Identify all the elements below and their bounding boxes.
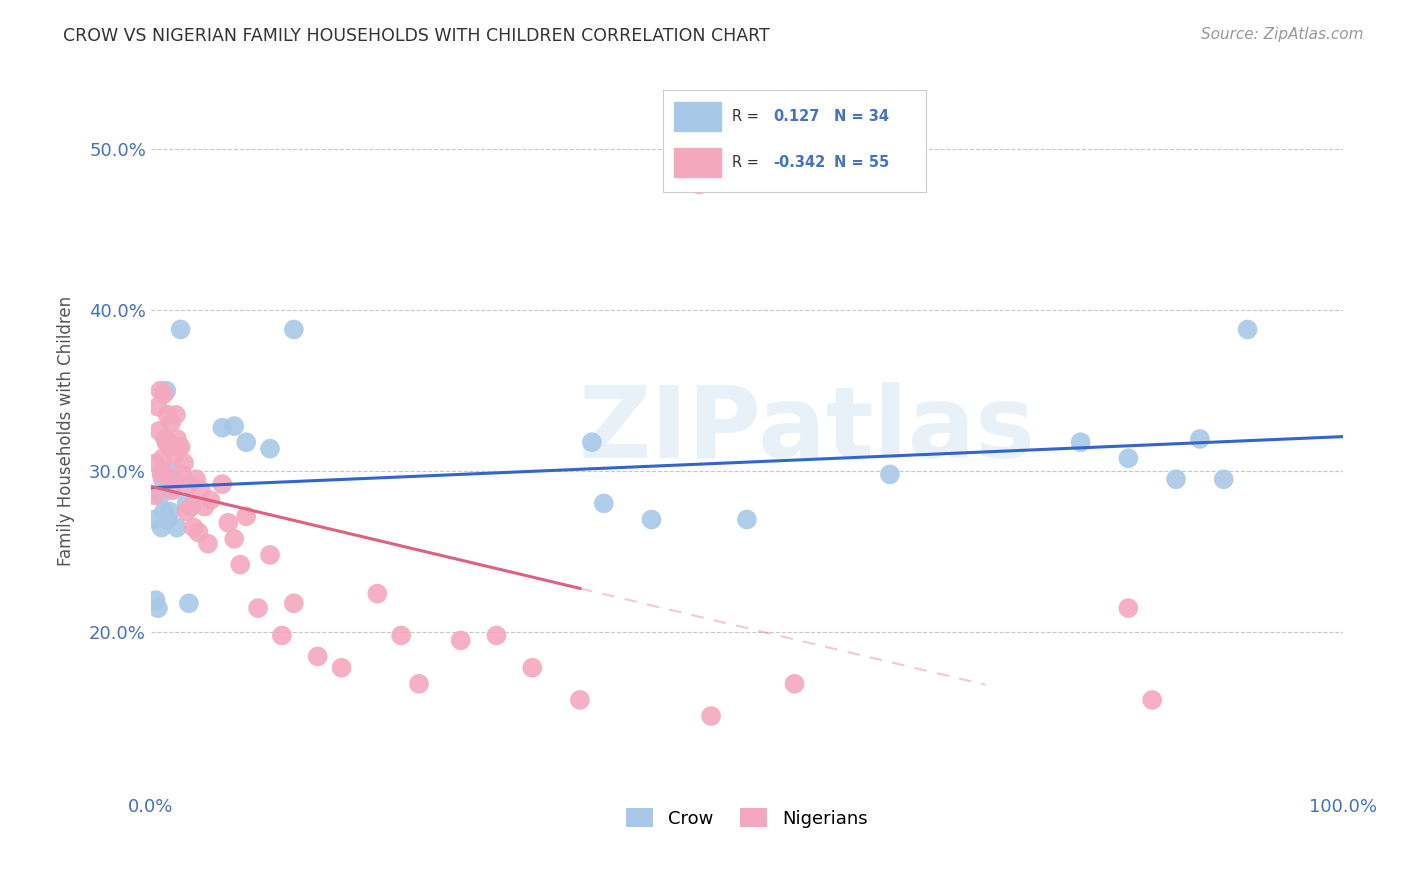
- Point: [176, 504, 198, 518]
- Point: [307, 649, 329, 664]
- Point: [389, 628, 412, 642]
- Point: [157, 464, 180, 478]
- Point: [568, 693, 591, 707]
- Point: [235, 509, 257, 524]
- Point: [592, 496, 614, 510]
- Point: [149, 384, 172, 398]
- Point: [700, 709, 723, 723]
- Point: [152, 472, 174, 486]
- Point: [157, 435, 180, 450]
- Point: [640, 512, 662, 526]
- Point: [167, 440, 190, 454]
- Point: [156, 512, 179, 526]
- Point: [143, 512, 166, 526]
- Point: [153, 467, 176, 482]
- Point: [235, 435, 257, 450]
- Y-axis label: Family Households with Children: Family Households with Children: [58, 296, 75, 566]
- Point: [163, 472, 186, 486]
- Point: [143, 488, 166, 502]
- Point: [155, 384, 177, 398]
- Point: [156, 408, 179, 422]
- Point: [177, 596, 200, 610]
- Point: [153, 432, 176, 446]
- Point: [159, 504, 181, 518]
- Point: [177, 477, 200, 491]
- Point: [170, 467, 193, 482]
- Point: [211, 420, 233, 434]
- Point: [1118, 451, 1140, 466]
- Point: [688, 178, 710, 192]
- Point: [1140, 693, 1163, 707]
- Point: [162, 483, 184, 498]
- Point: [1118, 601, 1140, 615]
- Point: [735, 512, 758, 526]
- Point: [1212, 472, 1234, 486]
- Point: [581, 435, 603, 450]
- Point: [160, 416, 183, 430]
- Point: [366, 586, 388, 600]
- Legend: Crow, Nigerians: Crow, Nigerians: [619, 801, 875, 835]
- Point: [146, 400, 169, 414]
- Point: [247, 601, 270, 615]
- Point: [152, 451, 174, 466]
- Point: [197, 537, 219, 551]
- Point: [190, 483, 212, 498]
- Point: [165, 408, 187, 422]
- Point: [145, 593, 167, 607]
- Point: [259, 548, 281, 562]
- Point: [163, 448, 186, 462]
- Point: [169, 440, 191, 454]
- Point: [522, 661, 544, 675]
- Point: [283, 322, 305, 336]
- Point: [150, 467, 173, 482]
- Point: [183, 520, 205, 534]
- Point: [176, 496, 198, 510]
- Point: [879, 467, 901, 482]
- Point: [271, 628, 294, 642]
- Text: ZIPatlas: ZIPatlas: [578, 383, 1035, 479]
- Point: [166, 520, 188, 534]
- Point: [159, 440, 181, 454]
- Point: [283, 596, 305, 610]
- Point: [259, 442, 281, 456]
- Point: [330, 661, 353, 675]
- Point: [180, 500, 202, 514]
- Point: [155, 435, 177, 450]
- Point: [193, 500, 215, 514]
- Text: Source: ZipAtlas.com: Source: ZipAtlas.com: [1201, 27, 1364, 42]
- Point: [229, 558, 252, 572]
- Point: [149, 488, 172, 502]
- Point: [173, 456, 195, 470]
- Text: CROW VS NIGERIAN FAMILY HOUSEHOLDS WITH CHILDREN CORRELATION CHART: CROW VS NIGERIAN FAMILY HOUSEHOLDS WITH …: [63, 27, 770, 45]
- Point: [153, 387, 176, 401]
- Point: [146, 601, 169, 615]
- Point: [217, 516, 239, 530]
- Point: [1164, 472, 1187, 486]
- Point: [162, 480, 184, 494]
- Point: [1070, 435, 1092, 450]
- Point: [187, 525, 209, 540]
- Point: [1236, 322, 1258, 336]
- Point: [211, 477, 233, 491]
- Point: [145, 456, 167, 470]
- Point: [200, 493, 222, 508]
- Point: [224, 419, 246, 434]
- Point: [450, 633, 472, 648]
- Point: [184, 472, 207, 486]
- Point: [224, 532, 246, 546]
- Point: [169, 322, 191, 336]
- Point: [150, 520, 173, 534]
- Point: [1188, 432, 1211, 446]
- Point: [408, 677, 430, 691]
- Point: [148, 424, 170, 438]
- Point: [166, 432, 188, 446]
- Point: [153, 504, 176, 518]
- Point: [783, 677, 806, 691]
- Point: [485, 628, 508, 642]
